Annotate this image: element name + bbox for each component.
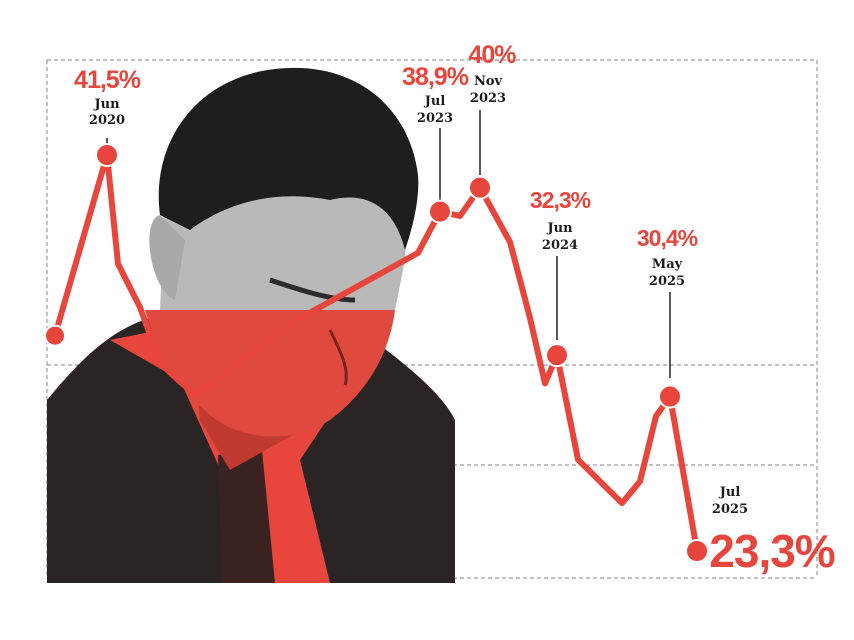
portrait-hair bbox=[158, 67, 419, 250]
date-label-year-2: 2023 bbox=[470, 91, 506, 106]
portrait-brow bbox=[269, 277, 356, 303]
value-label-0: 41,5% bbox=[74, 66, 141, 94]
date-label-month-5: Jul bbox=[719, 485, 741, 500]
marker-0 bbox=[95, 143, 119, 167]
annotation-labels: 41,5%Jun202038,9%Jul202340%Nov202332,3%J… bbox=[74, 41, 836, 577]
date-label-month-0: Jun bbox=[93, 97, 120, 112]
portrait-nose bbox=[328, 329, 348, 386]
marker-5 bbox=[685, 539, 709, 563]
marker-2 bbox=[468, 175, 492, 200]
value-label-3: 32,3% bbox=[530, 187, 591, 213]
portrait-face-lower bbox=[145, 310, 395, 437]
start-marker bbox=[44, 324, 66, 347]
date-label-year-0: 2020 bbox=[89, 113, 125, 128]
portrait-ear bbox=[149, 215, 185, 300]
date-label-month-2: Nov bbox=[474, 74, 503, 89]
annotation-leaders bbox=[106, 110, 671, 378]
marker-3 bbox=[545, 343, 569, 368]
data-markers bbox=[44, 143, 709, 563]
value-label-5: 23,3% bbox=[709, 525, 835, 577]
date-label-month-1: Jul bbox=[424, 94, 446, 109]
value-label-1: 38,9% bbox=[402, 63, 469, 91]
date-label-month-3: Jun bbox=[546, 221, 573, 236]
portrait-image bbox=[47, 67, 455, 583]
date-label-year-5: 2025 bbox=[712, 502, 748, 517]
date-label-year-4: 2025 bbox=[649, 274, 685, 289]
date-label-year-3: 2024 bbox=[542, 238, 578, 253]
date-label-year-1: 2023 bbox=[417, 111, 453, 126]
value-label-2: 40% bbox=[468, 41, 516, 69]
date-label-month-4: May bbox=[652, 257, 683, 272]
value-label-4: 30,4% bbox=[637, 225, 698, 251]
portrait-tie bbox=[218, 450, 275, 583]
marker-1 bbox=[428, 199, 452, 224]
marker-4 bbox=[658, 384, 682, 409]
